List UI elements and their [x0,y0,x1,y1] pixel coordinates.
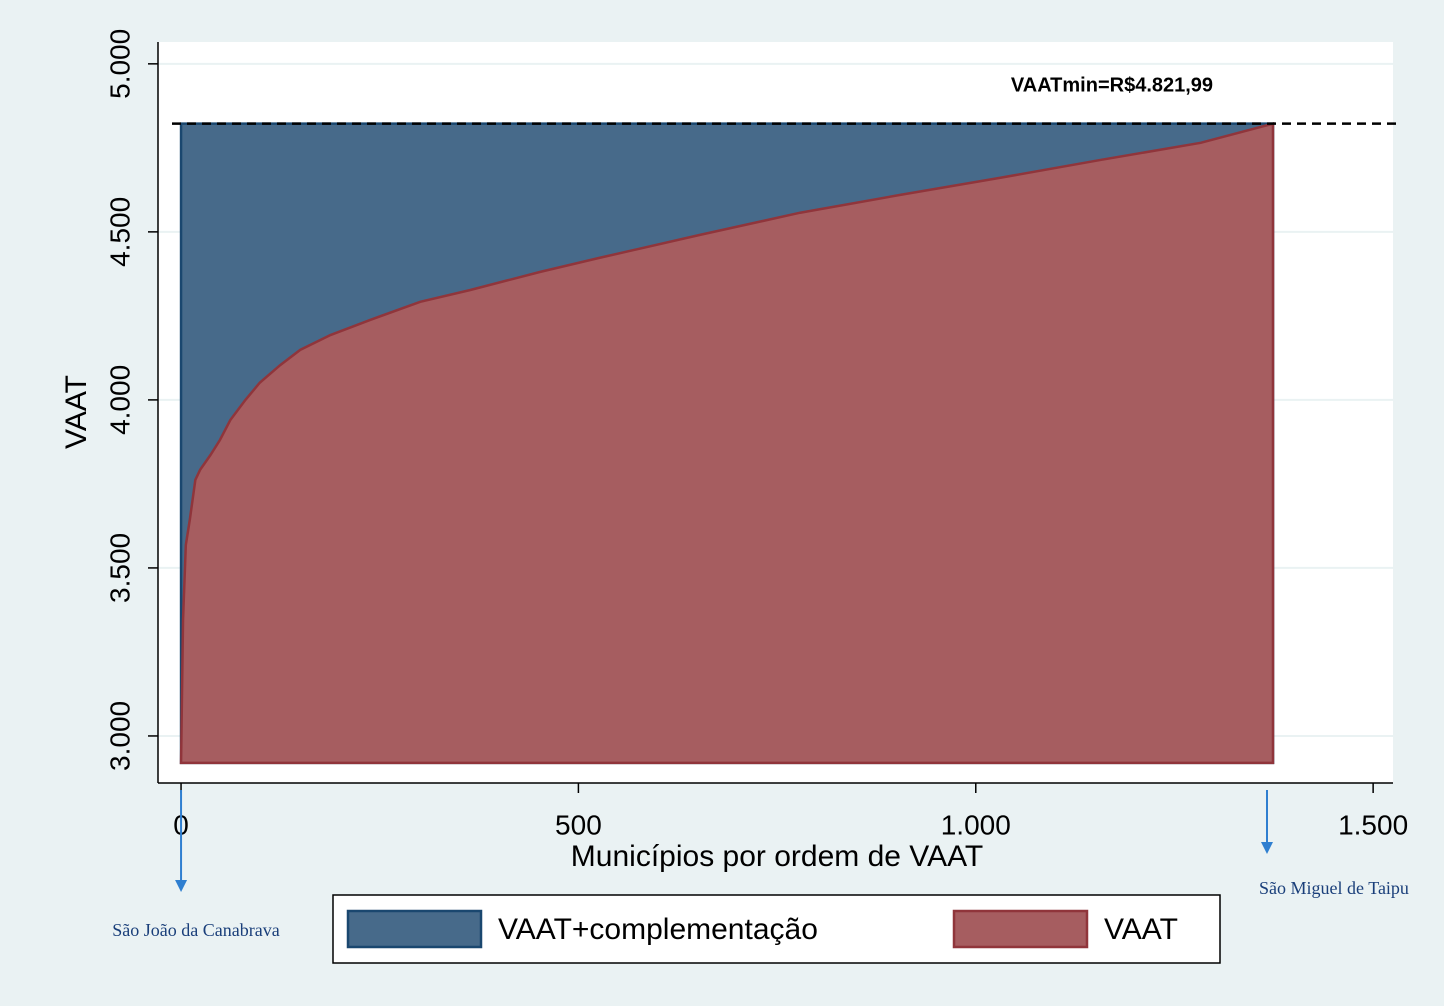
x-tick-label: 500 [555,809,602,840]
y-tick-label: 4.000 [104,365,135,435]
annotation: São Miguel de Taipu [1259,878,1409,898]
legend-label: VAAT [1104,913,1178,946]
legend-label: VAAT+complementação [498,913,818,946]
x-axis-label: Municípios por ordem de VAAT [571,840,983,873]
arrow-head [1260,842,1273,854]
y-axis-label: VAAT [60,375,93,449]
legend: VAAT+complementação VAAT [332,894,1221,964]
y-tick-label: 5.000 [104,29,135,99]
legend-swatch [952,909,1089,949]
arrow-head [175,880,188,892]
y-tick-label: 4.500 [104,197,135,267]
area [179,122,1275,765]
legend-swatch [346,909,483,949]
y-tick-label: 3.500 [104,533,135,603]
x-tick-label: 1.000 [941,809,1011,840]
y-tick-label: 3.000 [104,701,135,771]
annotation: São João da Canabrava [112,920,279,940]
x-tick-label: 1.500 [1338,809,1408,840]
reference-label: VAATmin=R$4.821,99 [1011,74,1213,96]
